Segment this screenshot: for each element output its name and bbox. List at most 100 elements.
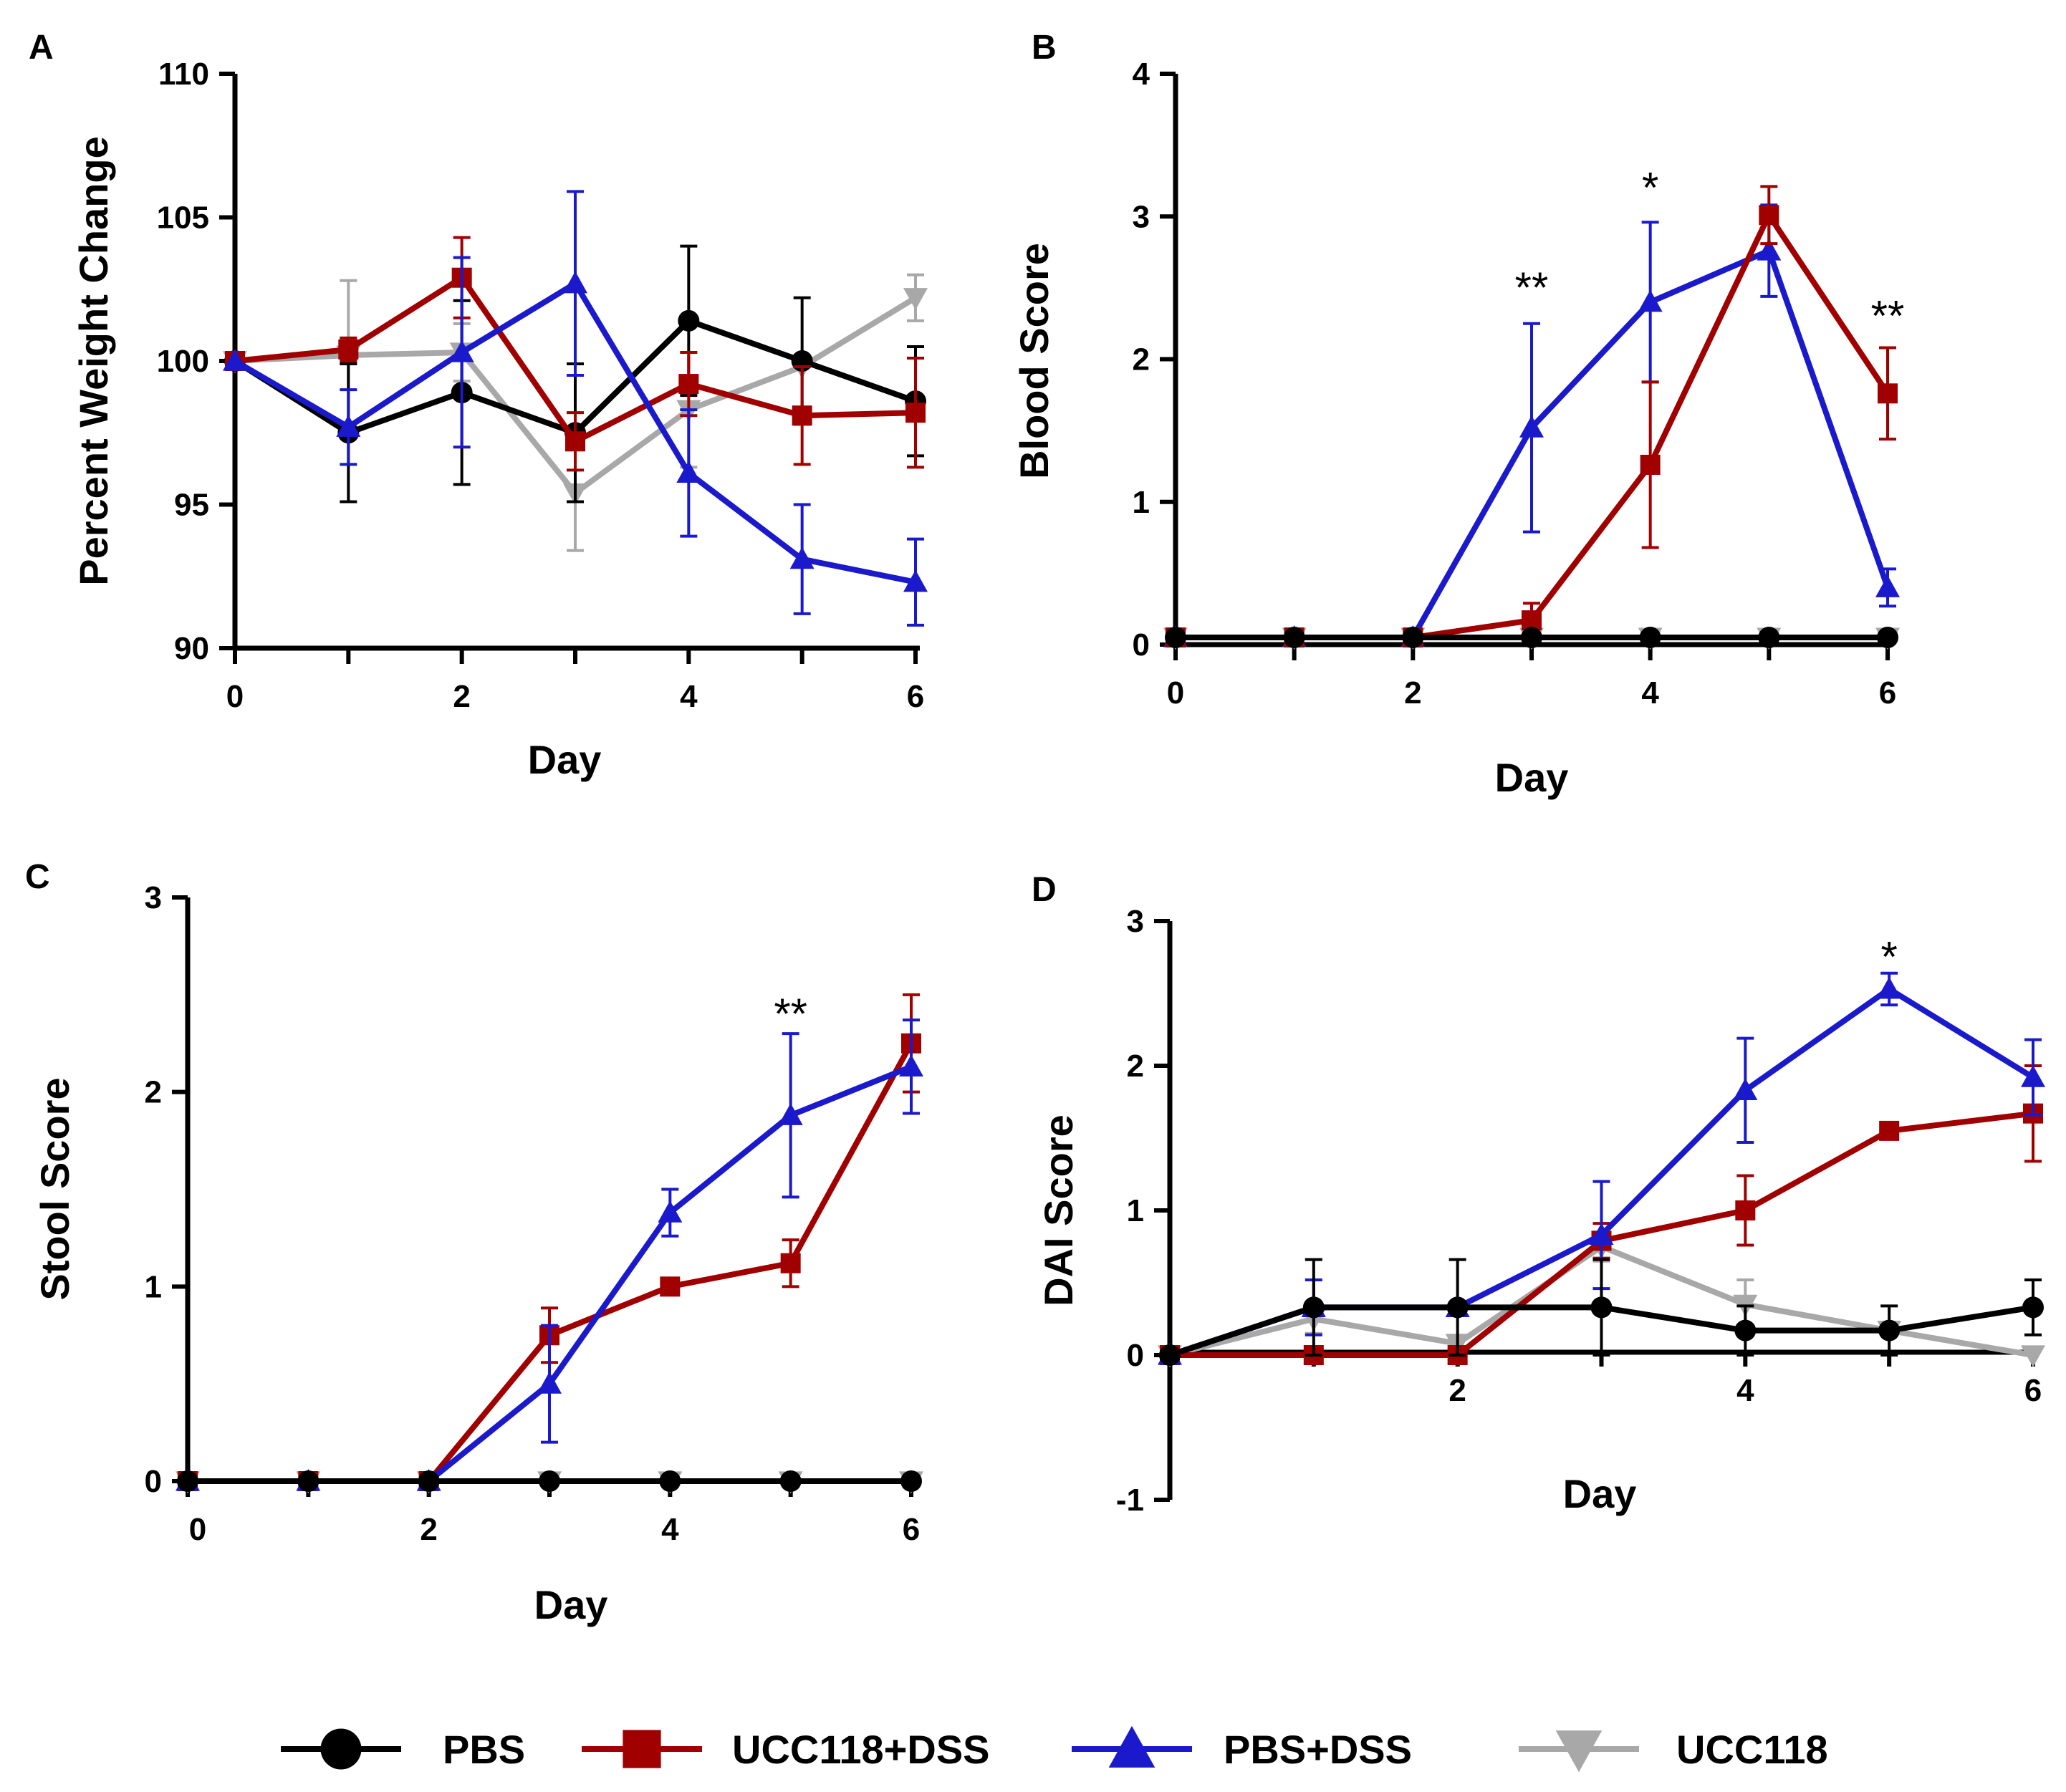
significance-label: **: [1871, 292, 1905, 340]
series-pbs-dss: [176, 1018, 923, 1491]
data-point: [1521, 627, 1542, 649]
y-tick-label: 1: [1133, 485, 1150, 520]
y-tick-label: 1: [1127, 1193, 1144, 1228]
data-point: [177, 1470, 198, 1492]
legend-marker: [623, 1730, 661, 1768]
legend-item-ucc118: UCC118: [1519, 1727, 1828, 1773]
legend-item-pbs: PBS: [281, 1727, 525, 1772]
y-tick-label: 2: [145, 1075, 162, 1110]
data-point: [1159, 1344, 1181, 1366]
legend-item-pbs-dss: PBS+DSS: [1072, 1725, 1412, 1772]
y-tick-label: 110: [158, 57, 209, 92]
data-point: [660, 1276, 681, 1297]
data-point: [792, 405, 812, 426]
data-point: [1758, 627, 1780, 649]
data-point: [338, 339, 359, 360]
data-point: [1733, 1078, 1758, 1100]
series-pbs-dss: [223, 190, 928, 627]
legend: PBS UCC118+DSS PBS+DSS UCC118: [281, 1725, 1828, 1773]
data-point: [1519, 415, 1544, 438]
data-point: [1283, 627, 1305, 649]
data-point: [903, 288, 928, 310]
panel-letter: D: [1032, 871, 1057, 909]
data-point: [1639, 627, 1661, 649]
legend-marker: [1108, 1725, 1155, 1768]
legend-item-ucc118-dss: UCC118+DSS: [582, 1727, 990, 1772]
x-axis-title: Day: [528, 737, 602, 782]
x-axis-title: Day: [1495, 755, 1569, 800]
y-tick-label: 95: [174, 488, 209, 523]
panel-letter: B: [1032, 29, 1057, 67]
data-point: [297, 1470, 319, 1492]
data-point: [2021, 1065, 2045, 1087]
y-tick-label: 3: [145, 880, 162, 915]
data-point: [778, 1103, 803, 1125]
data-point: [1875, 575, 1900, 597]
data-point: [1402, 627, 1424, 649]
data-point: [779, 1470, 802, 1492]
data-point: [1759, 205, 1779, 226]
panel-letter: A: [29, 29, 54, 67]
data-point: [449, 339, 474, 362]
data-point: [2021, 1345, 2045, 1367]
data-point: [565, 431, 585, 452]
data-point: [1302, 1296, 1325, 1319]
data-point: [1735, 1200, 1756, 1220]
legend-label: UCC118+DSS: [732, 1727, 990, 1772]
y-tick-label: 0: [1133, 627, 1150, 663]
data-point: [1640, 454, 1661, 475]
data-point: [678, 374, 699, 395]
legend-label: PBS+DSS: [1224, 1727, 1412, 1772]
y-tick-label: 1: [145, 1269, 162, 1304]
legend-marker: [320, 1728, 362, 1770]
y-tick-label: 3: [1133, 199, 1150, 234]
x-tick-label: 0: [226, 679, 244, 714]
y-axis-title: Percent Weight Change: [71, 136, 116, 586]
x-tick-label: 2: [420, 1512, 437, 1547]
y-tick-label: 0: [1127, 1338, 1144, 1373]
data-point: [789, 546, 815, 569]
y-axis-title: Stool Score: [32, 1077, 77, 1300]
data-point: [1446, 1296, 1469, 1319]
x-tick-label: 6: [2024, 1373, 2042, 1408]
data-point: [903, 569, 928, 592]
y-tick-label: 2: [1133, 342, 1150, 377]
series-pbs: [1159, 1258, 2044, 1366]
y-axis-title: Blood Score: [1012, 243, 1057, 479]
data-point: [1879, 1120, 1900, 1141]
data-point: [1638, 289, 1663, 312]
panel-letter: C: [25, 858, 50, 896]
significance-label: *: [1880, 933, 1897, 981]
significance-label: **: [774, 990, 807, 1038]
data-point: [1877, 976, 1902, 999]
data-point: [678, 309, 700, 332]
data-point: [676, 461, 701, 483]
data-point: [1757, 239, 1782, 261]
series-pbs: [177, 1470, 922, 1492]
data-point: [658, 1200, 683, 1223]
data-point: [1878, 1319, 1901, 1341]
panel-c: C 0 1 2 3 0 2 4 6 Day Stool Score **: [25, 858, 923, 1627]
x-tick-label: 0: [189, 1512, 206, 1547]
data-point: [780, 1253, 801, 1273]
y-tick-label: 4: [1133, 57, 1150, 92]
series-pbs: [1165, 627, 1898, 649]
data-point: [1734, 1319, 1757, 1341]
x-tick-label: 2: [1404, 675, 1421, 710]
x-tick-label: 2: [453, 679, 470, 714]
data-point: [336, 415, 361, 437]
legend-label: PBS: [443, 1727, 525, 1772]
x-axis-title: Day: [1563, 1471, 1637, 1516]
data-point: [539, 1470, 560, 1492]
x-axis-title: Day: [534, 1582, 608, 1627]
x-tick-label: 4: [661, 1512, 679, 1547]
panel-d: D -1 0 1 2 3 2 4 6 Day DAI Score *: [1032, 871, 2045, 1518]
data-point: [1589, 1223, 1614, 1245]
x-tick-label: 6: [907, 679, 924, 714]
data-point: [418, 1470, 440, 1492]
significance-label: **: [1515, 264, 1549, 312]
x-tick-label: 4: [1641, 675, 1659, 710]
